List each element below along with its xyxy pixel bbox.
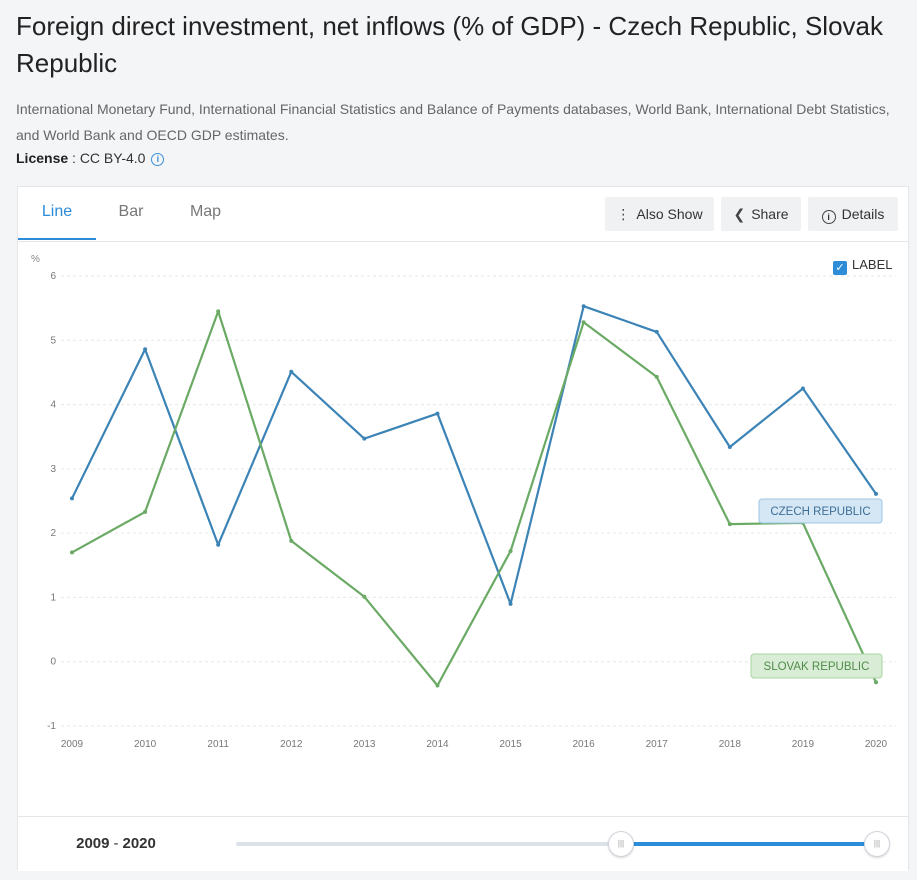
y-tick-label: 6 xyxy=(50,271,56,282)
data-point xyxy=(874,680,878,685)
x-tick-label: 2014 xyxy=(426,739,449,750)
data-point xyxy=(727,445,732,449)
data-point xyxy=(874,491,878,496)
data-point xyxy=(70,550,74,555)
data-point xyxy=(581,304,586,309)
chart-area: % -1 0 1 2 3 4 5 6 2009 2010 2011 2012 2013 2014 2015 20… xyxy=(18,241,908,816)
share-icon: ❮ xyxy=(733,206,746,222)
x-tick-label: 2013 xyxy=(353,739,376,750)
y-tick-label: -1 xyxy=(47,721,56,732)
data-point xyxy=(727,522,732,527)
range-start: 2009 xyxy=(76,835,110,852)
x-tick-label: 2010 xyxy=(134,739,157,750)
data-point xyxy=(654,374,659,379)
series-label: CZECH REPUBLIC xyxy=(770,506,870,518)
slider-track[interactable] xyxy=(236,842,876,846)
tab-bar[interactable]: Bar xyxy=(118,203,144,220)
year-range-slider[interactable]: ||| ||| xyxy=(214,817,908,871)
series-label: SLOVAK REPUBLIC xyxy=(764,661,870,673)
year-range-label: 2009-2020 xyxy=(18,817,215,871)
label-toggle[interactable]: ✓ LABEL xyxy=(833,257,892,275)
data-point xyxy=(508,601,513,606)
series-line-czech xyxy=(71,305,877,605)
y-tick-label: 0 xyxy=(50,657,56,668)
details-button[interactable]: i Details xyxy=(808,197,898,231)
x-tick-label: 2015 xyxy=(499,739,522,750)
data-point xyxy=(362,436,367,441)
data-point xyxy=(800,386,805,391)
data-point xyxy=(70,496,74,501)
info-icon[interactable]: i xyxy=(151,153,165,166)
data-point xyxy=(581,320,586,325)
x-tick-label: 2017 xyxy=(646,739,669,750)
chart-tabs: Line Bar Map ⋮ Also Show ❮ Share i Details xyxy=(18,187,908,242)
series-label-box xyxy=(758,498,883,524)
data-point xyxy=(216,542,221,547)
x-tick-label: 2020 xyxy=(865,739,888,750)
range-footer: 2009-2020 ||| ||| xyxy=(18,816,908,871)
license-label: License xyxy=(16,150,69,166)
share-label: Share xyxy=(751,206,789,222)
tab-map[interactable]: Map xyxy=(189,203,222,220)
license-value: CC BY-4.0 xyxy=(79,150,146,166)
y-tick-label: 2 xyxy=(50,528,56,539)
x-tick-label: 2011 xyxy=(207,739,229,750)
data-point xyxy=(143,509,148,514)
series-line-slovak xyxy=(71,310,877,687)
label-checkbox[interactable]: ✓ xyxy=(833,261,847,275)
share-button[interactable]: ❮ Share xyxy=(721,197,801,231)
data-point xyxy=(654,329,659,334)
data-point xyxy=(216,309,221,314)
data-point xyxy=(435,411,440,416)
also-show-label: Also Show xyxy=(636,206,703,222)
slider-handle-start[interactable]: ||| xyxy=(608,831,634,857)
more-vertical-icon: ⋮ xyxy=(616,206,631,222)
data-point xyxy=(289,538,294,543)
data-point xyxy=(289,369,294,374)
data-point xyxy=(143,347,148,352)
series-label-box xyxy=(750,653,883,679)
x-tick-label: 2019 xyxy=(792,739,815,750)
y-tick-label: 3 xyxy=(50,464,56,475)
slider-handle-end[interactable]: ||| xyxy=(864,831,890,857)
details-label: Details xyxy=(841,206,885,222)
also-show-button[interactable]: ⋮ Also Show xyxy=(605,197,714,231)
label-toggle-text: LABEL xyxy=(852,257,893,272)
data-point xyxy=(362,594,367,599)
y-tick-label: 4 xyxy=(50,400,56,411)
license-line: License : CC BY-4.0 i xyxy=(16,150,165,166)
y-tick-label: 1 xyxy=(50,592,56,603)
license-separator: : xyxy=(68,150,80,166)
data-point xyxy=(508,549,513,554)
data-point xyxy=(435,683,440,688)
page-title: Foreign direct investment, net inflows (… xyxy=(16,11,884,78)
chart-panel: Line Bar Map ⋮ Also Show ❮ Share i Details … xyxy=(17,186,909,871)
x-tick-label: 2016 xyxy=(573,739,596,750)
x-tick-label: 2012 xyxy=(280,739,303,750)
details-info-icon: i xyxy=(821,210,836,224)
source-text: International Monetary Fund, Internation… xyxy=(16,101,890,143)
tab-line[interactable]: Line xyxy=(18,187,96,240)
y-tick-label: 5 xyxy=(50,335,56,346)
y-axis-unit-label: % xyxy=(31,254,40,265)
x-tick-label: 2009 xyxy=(61,739,84,750)
range-separator: - xyxy=(113,835,119,852)
x-tick-label: 2018 xyxy=(719,739,742,750)
range-end: 2020 xyxy=(122,835,156,852)
slider-track-fill xyxy=(620,842,876,846)
